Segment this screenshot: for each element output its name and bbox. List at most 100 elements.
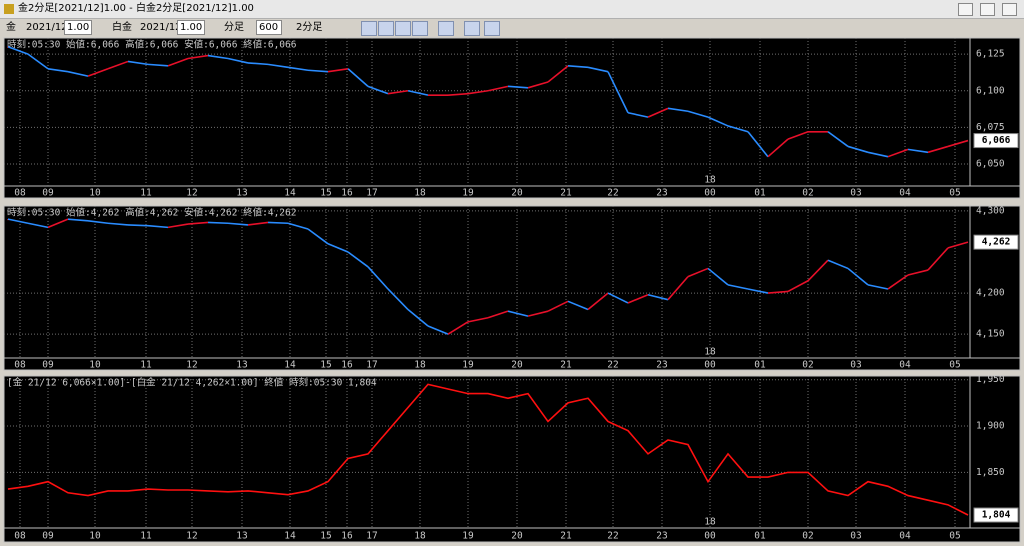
maximize-button[interactable] — [980, 3, 995, 16]
last-value-box — [973, 133, 1019, 149]
price-segment — [887, 274, 909, 290]
zoom-tool[interactable] — [464, 21, 480, 36]
price-segment — [707, 116, 729, 127]
price-segment — [547, 300, 569, 312]
price-segment — [807, 259, 829, 282]
price-segment — [547, 65, 569, 83]
price-segment — [27, 222, 49, 229]
price-segment — [147, 224, 169, 229]
time-label: 23 — [656, 188, 667, 199]
price-segment — [527, 81, 549, 89]
time-label: 23 — [656, 360, 667, 371]
last-value-box — [973, 507, 1019, 523]
y-tick-label: 4,300 — [976, 205, 1005, 216]
time-label: 09 — [42, 531, 54, 542]
time-label: 17 — [366, 531, 377, 542]
price-segment — [647, 293, 669, 301]
time-label: 05 — [949, 360, 960, 371]
time-label: 13 — [236, 188, 247, 199]
price-segment — [687, 267, 709, 278]
panel-info: [金 21/12 6,066×1.00]-[白金 21/12 4,262×1.0… — [7, 377, 377, 389]
price-segment — [667, 276, 689, 301]
time-label: 18 — [414, 188, 426, 199]
time-label: 12 — [186, 360, 197, 371]
app-icon — [4, 4, 14, 14]
refresh-tool[interactable] — [484, 21, 500, 36]
time-label: 15 — [320, 531, 331, 542]
price-segment — [167, 223, 189, 229]
time-label: 21 — [560, 531, 572, 542]
price-segment — [387, 288, 409, 311]
multiplier-input[interactable]: 1.00 — [64, 20, 92, 35]
time-label: 09 — [42, 360, 54, 371]
time-label: 08 — [14, 531, 26, 542]
price-segment — [307, 69, 329, 73]
price-segment — [7, 46, 29, 55]
price-segment — [247, 62, 269, 66]
price-segment — [47, 67, 69, 73]
chart-type-tool[interactable] — [438, 21, 454, 36]
time-label: 13 — [236, 360, 247, 371]
price-segment — [447, 92, 469, 96]
time-label: 18 — [414, 360, 426, 371]
price-segment — [607, 292, 629, 304]
time-label: 11 — [140, 188, 152, 199]
price-segment — [347, 68, 369, 87]
time-label: 23 — [656, 531, 667, 542]
price-segment — [827, 131, 849, 148]
month-label: 2021/12 — [140, 22, 182, 33]
restore-button[interactable] — [958, 3, 973, 16]
time-label: 17 — [366, 188, 377, 199]
unit-dropdown[interactable]: 分足 — [224, 22, 244, 33]
panel-background — [3, 375, 1021, 543]
y-tick-label: 1,900 — [976, 421, 1005, 432]
price-segment — [307, 228, 329, 245]
pen-tool[interactable] — [395, 21, 411, 36]
time-label: 19 — [462, 188, 474, 199]
price-segment — [467, 89, 489, 95]
time-label: 16 — [341, 531, 353, 542]
last-value-box — [973, 234, 1019, 250]
time-label: 01 — [754, 531, 766, 542]
price-segment — [167, 57, 189, 67]
price-segment — [247, 221, 269, 226]
pointer-tool[interactable] — [361, 21, 377, 36]
time-label: 14 — [284, 531, 296, 542]
time-label: 03 — [850, 360, 861, 371]
price-segment — [927, 247, 949, 271]
hand-tool[interactable] — [378, 21, 394, 36]
count-input[interactable]: 600 — [256, 20, 282, 35]
time-label: 21 — [560, 188, 572, 199]
last-value-label: 6,066 — [982, 135, 1011, 146]
price-segment — [127, 224, 149, 227]
price-segment — [407, 89, 429, 96]
price-segment — [147, 63, 169, 67]
price-segment — [367, 85, 389, 95]
price-segment — [467, 316, 489, 323]
time-label: 17 — [366, 360, 377, 371]
time-label: 03 — [850, 531, 861, 542]
price-segment — [287, 66, 309, 72]
multiplier-input[interactable]: 1.00 — [177, 20, 205, 35]
time-label: 00 — [704, 188, 716, 199]
time-label: 02 — [802, 531, 813, 542]
price-segment — [747, 288, 769, 294]
time-label: 20 — [511, 360, 523, 371]
month-label: 2021/12 — [26, 22, 68, 33]
price-segment — [867, 151, 889, 158]
price-segment — [267, 63, 289, 69]
price-segment — [947, 241, 969, 249]
period-dropdown[interactable]: 2分足 — [296, 22, 323, 33]
price-segment — [207, 221, 229, 225]
price-segment — [767, 290, 789, 294]
close-button[interactable] — [1002, 3, 1017, 16]
price-segment — [367, 266, 389, 290]
price-segment — [187, 221, 209, 225]
price-segment — [127, 60, 149, 66]
time-label: 11 — [140, 360, 152, 371]
price-segment — [587, 292, 609, 311]
brush-tool[interactable] — [412, 21, 428, 36]
price-segment — [947, 139, 969, 148]
time-label: 09 — [42, 188, 54, 199]
